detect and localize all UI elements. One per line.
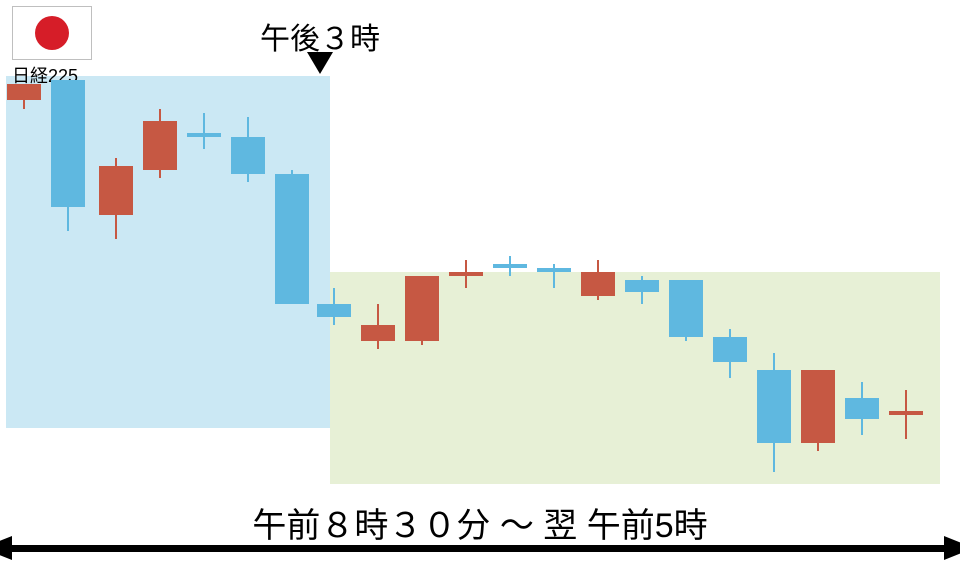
time-axis-arrow-right-icon bbox=[944, 536, 960, 560]
candle bbox=[845, 382, 879, 435]
candle bbox=[581, 260, 615, 301]
candle bbox=[801, 370, 835, 452]
candle bbox=[625, 276, 659, 305]
candle bbox=[51, 80, 85, 231]
candle bbox=[405, 276, 439, 345]
candle bbox=[361, 304, 395, 349]
candle bbox=[99, 158, 133, 240]
candle bbox=[275, 170, 309, 305]
session-close-marker-icon bbox=[307, 52, 333, 74]
candle bbox=[669, 280, 703, 341]
trading-hours-label: 午前８時３０分 ～ 翌 午前5時 bbox=[252, 498, 707, 547]
candle bbox=[231, 117, 265, 182]
time-axis-arrow-left-icon bbox=[0, 536, 12, 560]
candle bbox=[889, 390, 923, 439]
candle bbox=[537, 264, 571, 288]
japan-flag-icon bbox=[12, 6, 92, 60]
candle bbox=[493, 256, 527, 276]
candle bbox=[317, 288, 351, 325]
time-axis-line bbox=[12, 545, 944, 552]
candle bbox=[713, 329, 747, 378]
candle bbox=[7, 84, 41, 108]
candle bbox=[449, 260, 483, 289]
candle bbox=[757, 353, 791, 471]
candle bbox=[143, 109, 177, 178]
candle bbox=[187, 113, 221, 150]
